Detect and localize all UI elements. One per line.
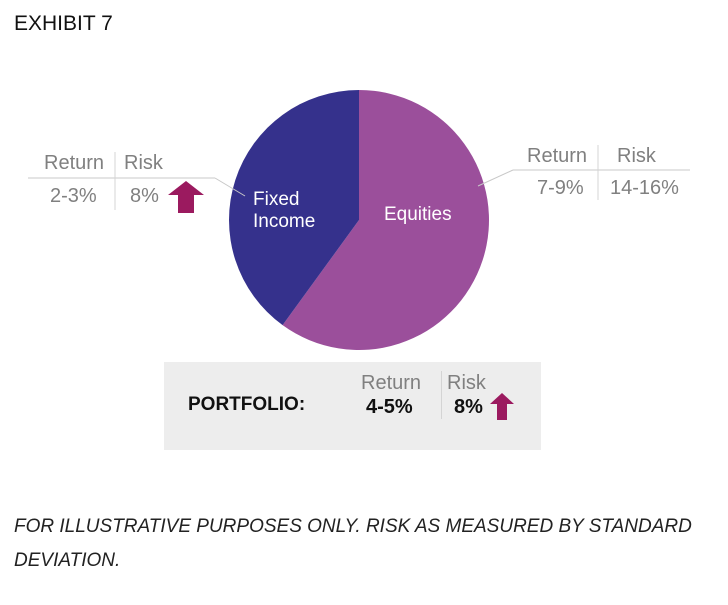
pie-slice-equities xyxy=(282,90,490,351)
equities-risk: 14-16% xyxy=(610,177,679,199)
risk-up-arrow-icon xyxy=(168,181,204,213)
fixed-income-return: 2-3% xyxy=(50,185,97,207)
equities-return-header: Return xyxy=(527,145,588,167)
portfolio-return: 4-5% xyxy=(366,396,413,418)
fixed-income-risk: 8% xyxy=(130,185,159,207)
portfolio-label: PORTFOLIO: xyxy=(188,394,306,415)
left-leader-line xyxy=(214,177,246,197)
portfolio-return-header: Return xyxy=(361,372,422,394)
portfolio-risk: 8% xyxy=(454,396,483,418)
fixed-income-risk-header: Risk xyxy=(124,152,163,174)
right-leader-line xyxy=(477,169,514,187)
equities-label: Equities xyxy=(384,204,452,225)
fixed-income-label-line2: Income xyxy=(253,211,316,232)
portfolio-risk-header: Risk xyxy=(447,372,486,394)
equities-return: 7-9% xyxy=(537,177,584,199)
pie-slice-fixed-income xyxy=(229,90,359,326)
portfolio-risk-up-arrow-icon xyxy=(490,393,514,420)
portfolio-divider xyxy=(441,371,442,419)
fixed-income-label-line1: Fixed xyxy=(253,189,300,210)
footnote: FOR ILLUSTRATIVE PURPOSES ONLY. RISK AS … xyxy=(14,516,692,571)
equities-risk-header: Risk xyxy=(617,145,656,167)
exhibit-title: EXHIBIT 7 xyxy=(14,12,113,35)
portfolio-summary xyxy=(164,362,541,450)
fixed-income-label: Fixed Income xyxy=(253,189,315,233)
fixed-income-return-header: Return xyxy=(44,152,105,174)
